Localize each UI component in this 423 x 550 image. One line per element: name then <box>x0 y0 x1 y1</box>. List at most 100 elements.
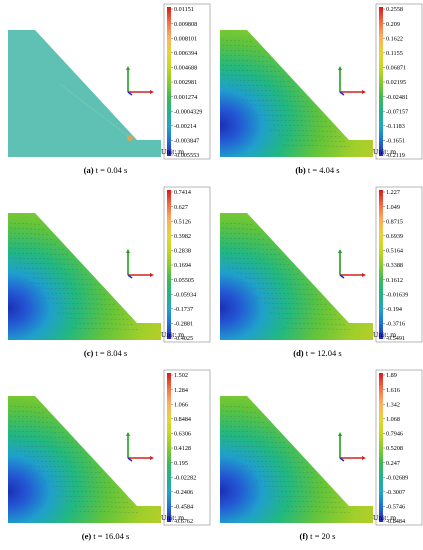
colorbar-value: 0.195 <box>174 460 188 467</box>
colorbar-value: 1.342 <box>386 401 400 408</box>
panel-c: 0.7414 0.627 0.5126 0.3982 0.2838 0.1694 0.055… <box>0 183 211 366</box>
colorbar-value: 0.3388 <box>386 262 403 269</box>
z-axis-arrow <box>339 91 345 96</box>
panel-letter: (f) <box>299 531 309 541</box>
panel-caption-b: (b) t = 4.04 s <box>212 165 423 175</box>
colorbar-value: 0.247 <box>386 460 400 467</box>
x-axis-arrowhead <box>362 456 366 460</box>
colorbar-value: 1.049 <box>386 204 400 211</box>
panel-e: 1.502 1.284 1.066 0.8484 0.6306 0.4128 0.195 -0… <box>0 366 211 549</box>
colorbar-d <box>379 190 383 339</box>
z-axis-arrow <box>127 457 133 462</box>
panel-time: t = 0.04 s <box>93 165 128 175</box>
panel-letter: (a) <box>83 165 94 175</box>
panel-letter: (c) <box>83 348 94 358</box>
unit-label: Unit: m <box>161 147 185 156</box>
dam-section-e <box>8 396 161 523</box>
unit-label: Unit: m <box>373 147 397 156</box>
colorbar-value: 1.068 <box>386 416 400 423</box>
legend-frame-c <box>163 186 211 343</box>
panel-a-plot: 0.01151 0.009808 0.008101 0.006394 0.004688 0… <box>8 3 211 160</box>
panel-letter: (d) <box>293 348 304 358</box>
colorbar-value: -0.2406 <box>174 489 193 496</box>
panel-caption-c: (c) t = 8.04 s <box>0 348 211 358</box>
panel-caption-f: (f) t = 20 s <box>212 531 423 541</box>
colorbar-value: 0.5164 <box>386 248 403 255</box>
colorbar-value: -0.6762 <box>174 518 193 525</box>
colorbar-value: 1.227 <box>386 189 400 196</box>
colorbar-value: 0.2558 <box>386 6 403 13</box>
panel-time: t = 12.04 s <box>303 348 342 358</box>
toe-highlight-a <box>127 135 133 141</box>
panel-b: 0.2558 0.209 0.1622 0.1155 0.06871 0.02195 -0.… <box>212 0 423 183</box>
colorbar-value: 0.01151 <box>174 6 194 13</box>
colorbar-value: 0.002981 <box>174 79 197 86</box>
dam-section-b <box>220 30 373 157</box>
colorbar-value: 1.616 <box>386 387 400 394</box>
unit-label: Unit: m <box>161 513 185 522</box>
colorbar-value: -0.01639 <box>386 291 408 298</box>
colorbar-value: 0.006394 <box>174 50 197 57</box>
panel-a: 0.01151 0.009808 0.008101 0.006394 0.004688 0… <box>0 0 211 183</box>
panel-b-plot: 0.2558 0.209 0.1622 0.1155 0.06871 0.02195 -0.… <box>220 3 423 160</box>
panel-f: 1.89 1.616 1.342 1.068 0.7946 0.5208 0.247 -0.0… <box>212 366 423 549</box>
colorbar-value: -0.5491 <box>386 335 405 342</box>
colorbar-value: -0.8484 <box>386 518 405 525</box>
panel-time: t = 8.04 s <box>93 348 128 358</box>
colorbar-value: 1.89 <box>386 372 397 379</box>
colorbar-value: 0.1694 <box>174 262 191 269</box>
unit-label: Unit: m <box>373 330 397 339</box>
panel-time: t = 16.04 s <box>91 531 130 541</box>
panel-d-plot: 1.227 1.049 0.8715 0.6939 0.5164 0.3388 0.1612… <box>220 186 423 343</box>
y-axis-arrowhead <box>126 432 130 436</box>
colorbar-value: 0.209 <box>386 21 400 28</box>
colorbar-value: -0.02282 <box>174 474 196 481</box>
legend-frame-f <box>375 369 423 526</box>
colorbar-c <box>167 190 171 339</box>
colorbar-value: -0.2881 <box>174 321 193 328</box>
x-axis-arrowhead <box>362 90 366 94</box>
colorbar-value: 0.009808 <box>174 21 197 28</box>
x-axis-arrowhead <box>150 456 154 460</box>
crack-line-a <box>59 83 129 137</box>
x-axis-arrowhead <box>150 273 154 277</box>
panel-c-plot: 0.7414 0.627 0.5126 0.3982 0.2838 0.1694 0.055… <box>8 186 211 343</box>
colorbar-value: 0.627 <box>174 204 188 211</box>
z-axis-arrow <box>127 274 133 279</box>
colorbar-value: 0.2838 <box>174 248 191 255</box>
z-axis-arrow <box>127 91 133 96</box>
panel-time: t = 20 s <box>308 531 336 541</box>
z-axis-arrow <box>339 457 345 462</box>
x-axis-arrowhead <box>362 273 366 277</box>
colorbar-value: -0.005553 <box>174 152 199 159</box>
y-axis-arrowhead <box>126 66 130 70</box>
colorbar-value: 0.05505 <box>174 277 194 284</box>
colorbar-value: -0.05934 <box>174 291 196 298</box>
colorbar-value: 0.4128 <box>174 445 191 452</box>
unit-label: Unit: m <box>373 513 397 522</box>
colorbar-value: -0.02689 <box>386 474 408 481</box>
y-axis-arrowhead <box>338 66 342 70</box>
legend-frame-e <box>163 369 211 526</box>
colorbar-value: 0.5208 <box>386 445 403 452</box>
colorbar-value: -0.4025 <box>174 335 193 342</box>
panel-f-plot: 1.89 1.616 1.342 1.068 0.7946 0.5208 0.247 -0.0… <box>220 369 423 526</box>
legend-frame-b <box>375 3 423 160</box>
y-axis-arrowhead <box>338 432 342 436</box>
dam-section-c <box>8 213 161 340</box>
colorbar-a <box>167 7 171 156</box>
colorbar-value: -0.1651 <box>386 138 405 145</box>
colorbar-value: 0.7946 <box>386 431 403 438</box>
colorbar-value: 0.001274 <box>174 94 197 101</box>
colorbar-value: 0.1155 <box>386 50 403 57</box>
colorbar-value: -0.3007 <box>386 489 405 496</box>
colorbar-value: -0.1183 <box>386 123 405 130</box>
dam-section-a <box>8 30 161 157</box>
colorbar-value: 1.284 <box>174 387 188 394</box>
colorbar-value: -0.3716 <box>386 321 405 328</box>
colorbar-b <box>379 7 383 156</box>
colorbar-value: 0.1622 <box>386 35 403 42</box>
colorbar-value: -0.5746 <box>386 504 405 511</box>
colorbar-value: 0.02195 <box>386 79 406 86</box>
crack-pattern-c <box>9 222 138 330</box>
